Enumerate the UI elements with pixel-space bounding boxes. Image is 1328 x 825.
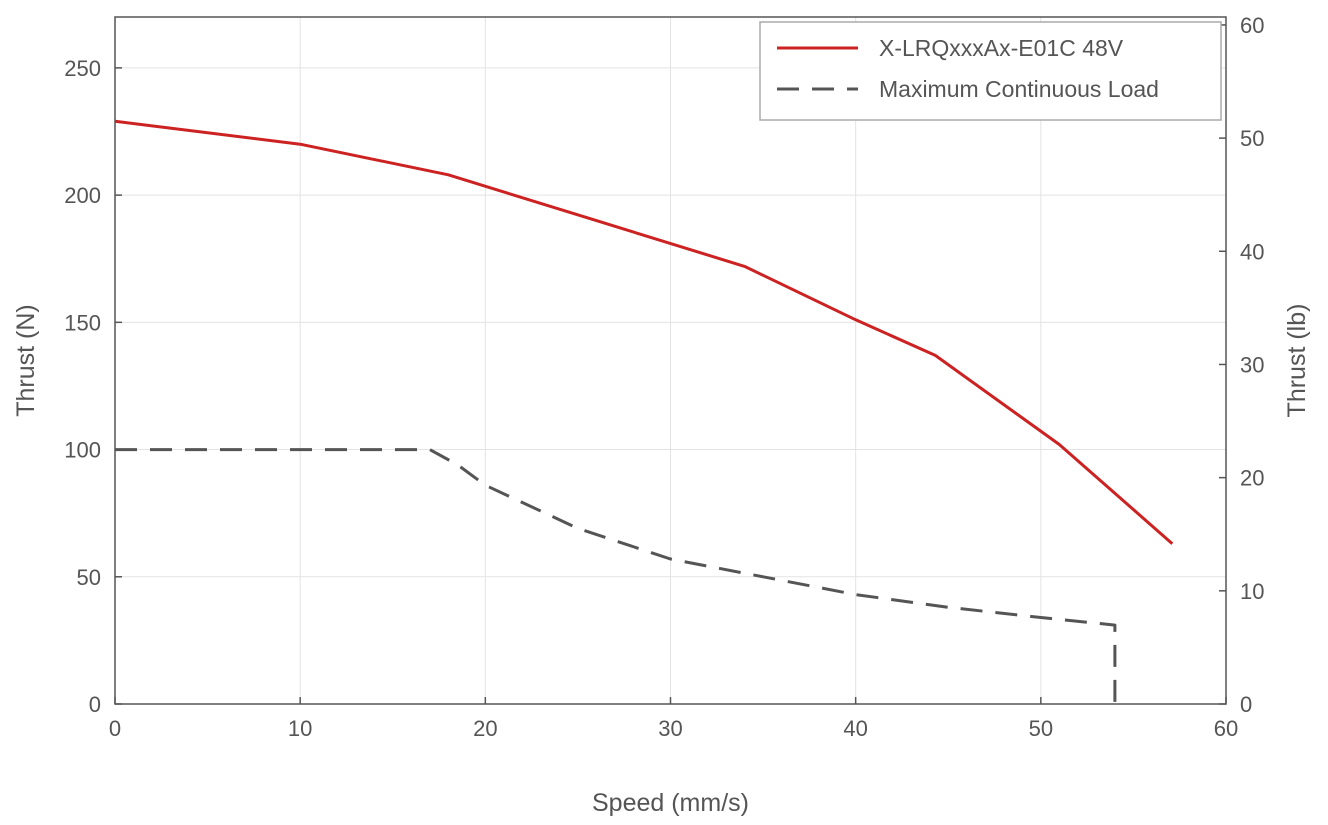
y-axis-title-left: Thrust (N)	[12, 304, 40, 417]
x-tick-label: 30	[658, 716, 682, 741]
x-axis-title: Speed (mm/s)	[592, 789, 749, 817]
y-tick-label-left: 200	[64, 183, 101, 208]
legend-label-series-1: X-LRQxxxAx-E01C 48V	[879, 35, 1124, 61]
legend-box	[759, 21, 1222, 121]
x-tick-label: 40	[843, 716, 867, 741]
y-tick-label-left: 150	[64, 310, 101, 335]
legend: X-LRQxxxAx-E01C 48V Maximum Continuous L…	[759, 21, 1222, 121]
y-tick-label-right: 40	[1240, 239, 1264, 264]
y-tick-label-left: 250	[64, 56, 101, 81]
x-tick-label: 50	[1029, 716, 1053, 741]
x-tick-label: 0	[109, 716, 121, 741]
y-tick-label-right: 60	[1240, 13, 1264, 38]
y-tick-label-left: 100	[64, 438, 101, 463]
x-tick-label: 20	[473, 716, 497, 741]
series-line-thrust-48v	[114, 119, 1174, 545]
y-tick-label-right: 20	[1240, 466, 1264, 491]
y-tick-label-left: 0	[89, 692, 101, 717]
y-axis-title-right: Thrust (lb)	[1283, 304, 1311, 418]
y-tick-label-right: 50	[1240, 126, 1264, 151]
x-tick-label: 10	[288, 716, 312, 741]
y-tick-label-right: 0	[1240, 692, 1252, 717]
series-lines	[114, 119, 1174, 704]
ticks: 0 10 20 30 40 50 60050100150200250010203040506…	[64, 13, 1264, 741]
x-tick-label: 60	[1214, 716, 1238, 741]
legend-label-series-2: Maximum Continuous Load	[879, 76, 1159, 102]
y-tick-label-left: 50	[77, 565, 101, 590]
y-tick-label-right: 10	[1240, 579, 1264, 604]
y-tick-label-right: 30	[1240, 352, 1264, 377]
